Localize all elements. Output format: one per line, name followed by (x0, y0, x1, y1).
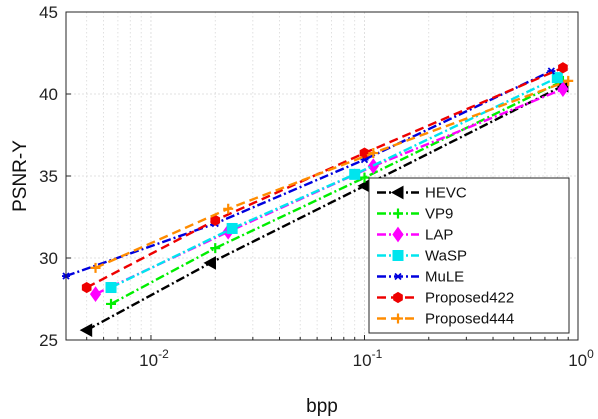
y-tick-label: 45 (39, 3, 58, 22)
series-line-wasp (110, 76, 558, 289)
series-line-proposed444 (95, 79, 569, 269)
legend-entry-vp9: VP9 (377, 206, 453, 223)
series-wasp (105, 72, 563, 294)
series-layer (62, 62, 574, 338)
legend-entry-proposed422: Proposed422 (377, 290, 514, 307)
legend-swatch-marker (392, 226, 404, 243)
legend-swatch-marker (393, 208, 403, 219)
legend-swatch-marker (393, 291, 403, 304)
x-tick-label: 100 (568, 347, 594, 370)
data-point-hevc (203, 256, 216, 270)
data-point-proposed444 (368, 148, 379, 159)
series-proposed444 (90, 75, 574, 273)
y-tick-label: 35 (39, 167, 58, 186)
x-tick-label-base: 10 (139, 351, 158, 370)
x-tick-label: 10-1 (353, 347, 383, 370)
legend-entry-mule: MuLE (377, 269, 464, 286)
data-point-wasp (349, 168, 361, 180)
data-point-proposed444 (90, 262, 101, 273)
legend-label: WaSP (425, 248, 467, 265)
x-tick-label-exponent: -2 (158, 347, 169, 361)
x-tick-label-base: 10 (353, 351, 372, 370)
data-point-proposed422 (359, 147, 370, 159)
legend-label: VP9 (425, 206, 453, 223)
legend-label: LAP (425, 227, 453, 244)
data-point-vp9 (106, 298, 117, 309)
series-proposed422 (81, 62, 568, 294)
data-point-hevc (79, 323, 93, 338)
data-point-lap (89, 286, 102, 302)
legend-label: Proposed422 (425, 290, 514, 307)
data-point-wasp (551, 72, 563, 84)
series-line-proposed422 (86, 66, 564, 289)
series-line-mule (65, 69, 552, 278)
data-point-proposed422 (210, 214, 221, 226)
data-point-proposed444 (563, 75, 574, 86)
x-tick-label: 10-2 (139, 347, 169, 370)
legend: HEVC VP9 LAP WaSP MuLE Proposed422 Proposed444 (368, 177, 570, 334)
data-point-proposed422 (81, 281, 92, 294)
x-axis-label: bpp (306, 396, 338, 417)
legend-label: MuLE (425, 269, 464, 286)
legend-swatch-marker (394, 272, 402, 281)
y-tick-label: 40 (39, 85, 58, 104)
data-point-proposed422 (558, 62, 568, 74)
data-point-proposed444 (223, 203, 234, 214)
data-point-vp9 (210, 243, 221, 254)
y-axis-label: PSNR-Y (10, 140, 31, 212)
series-line-hevc (86, 84, 564, 332)
x-tick-label-exponent: -1 (372, 347, 383, 361)
legend-entry-lap: LAP (377, 227, 453, 244)
legend-swatch-marker (393, 313, 403, 324)
data-point-wasp (226, 222, 238, 234)
legend-entry-hevc: HEVC (377, 185, 467, 202)
legend-swatch-marker (390, 185, 404, 200)
data-point-wasp (105, 282, 117, 294)
y-tick-label: 25 (39, 331, 58, 350)
legend-entry-proposed444: Proposed444 (377, 311, 514, 328)
legend-swatch-marker (392, 250, 404, 261)
x-tick-label-base: 10 (568, 351, 587, 370)
data-point-vp9 (359, 172, 370, 183)
legend-label: HEVC (425, 185, 467, 202)
legend-label: Proposed444 (425, 311, 514, 328)
data-point-lap (557, 81, 569, 97)
x-tick-label-exponent: 0 (587, 347, 594, 361)
legend-entry-wasp: WaSP (377, 248, 467, 265)
y-tick-label: 30 (39, 249, 58, 268)
